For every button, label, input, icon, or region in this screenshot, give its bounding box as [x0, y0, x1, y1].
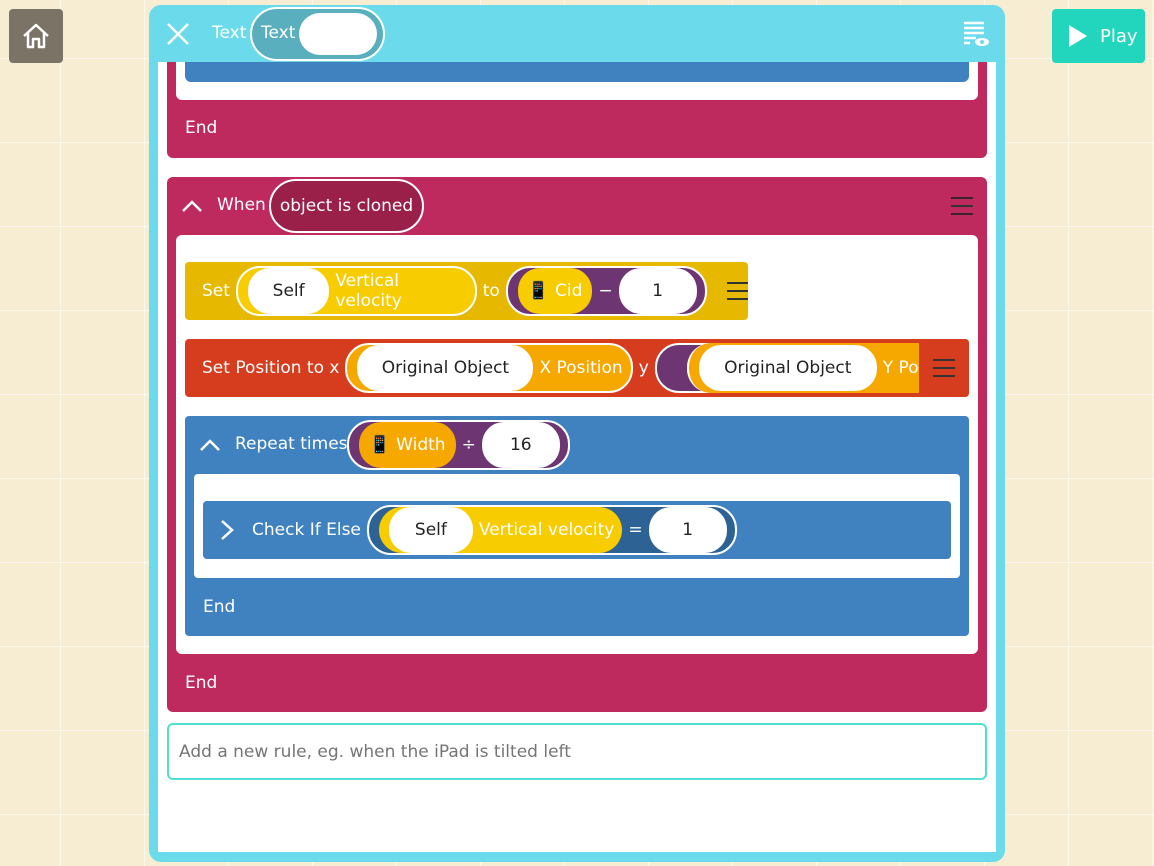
check-if-else-row[interactable]: Check If Else Self Vertical velocity = 1	[203, 501, 951, 559]
operator: =	[628, 520, 643, 540]
text-toggle[interactable]: Text	[250, 7, 385, 61]
phone-icon: 📱	[369, 435, 391, 455]
y-pill[interactable]: Original Object Y Posi	[654, 343, 955, 393]
property-label: Vertical velocity	[335, 271, 402, 311]
event-pill[interactable]: object is cloned	[269, 179, 424, 233]
property-label: X Position	[539, 358, 623, 378]
end-label: End	[185, 673, 218, 693]
set-label: Set	[202, 281, 230, 301]
set-position-row[interactable]: Set Position to x Original Object X Posit…	[185, 339, 969, 397]
play-icon	[1069, 25, 1087, 47]
menu-icon[interactable]	[951, 197, 973, 215]
play-button[interactable]: Play	[1052, 9, 1145, 63]
list-eye-icon[interactable]	[962, 20, 990, 48]
rules-list[interactable]: End When object is cloned Set Self Vertic…	[158, 62, 996, 852]
property-pill[interactable]: Self Vertical velocity	[235, 266, 477, 316]
value-input[interactable]: 1	[648, 507, 727, 553]
operator: −	[598, 281, 613, 301]
cid-pill[interactable]: 📱 Cid	[517, 268, 593, 314]
end-label: End	[185, 118, 218, 138]
object-value: Self	[388, 507, 473, 553]
phone-icon: 📱	[527, 281, 550, 301]
repeat-count-pill[interactable]: 📱 Width ÷ 16	[347, 420, 570, 470]
width-pill[interactable]: 📱 Width	[359, 422, 456, 468]
to-label: to	[482, 281, 500, 301]
set-variable-row[interactable]: Set Self Vertical velocity to 📱 Cid − 1	[185, 262, 749, 320]
menu-icon[interactable]	[726, 282, 749, 300]
toggle-label: Text	[261, 23, 296, 43]
chevron-up-icon[interactable]	[181, 199, 203, 213]
property-label: Vertical velocity	[478, 520, 615, 540]
toggle-knob	[299, 13, 377, 55]
when-label: When	[217, 195, 266, 215]
condition-pill[interactable]: Self Vertical velocity = 1	[366, 505, 737, 555]
home-button[interactable]	[9, 9, 63, 63]
x-pill[interactable]: Original Object X Position	[345, 343, 633, 393]
close-icon[interactable]	[166, 22, 190, 46]
chevron-up-icon[interactable]	[199, 438, 221, 452]
object-value: Original Object	[698, 345, 877, 391]
chevron-right-icon[interactable]	[220, 519, 234, 541]
check-label: Check If Else	[252, 520, 361, 540]
menu-icon[interactable]	[933, 359, 955, 377]
home-icon	[23, 23, 49, 49]
value-input[interactable]: 1	[618, 268, 697, 314]
object-type-label: Text	[212, 23, 247, 43]
new-rule-input[interactable]	[167, 723, 987, 780]
expression-pill[interactable]: 📱 Cid − 1	[505, 266, 707, 316]
set-position-label: Set Position to x	[202, 358, 340, 378]
value-input[interactable]: 16	[481, 422, 560, 468]
repeat-block: Repeat times 📱 Width ÷ 16 Check If Else S…	[185, 416, 969, 636]
y-label: y	[638, 358, 649, 378]
rule-block-previous: End	[167, 62, 987, 158]
rule-when-cloned: When object is cloned Set Self Vertical v…	[167, 177, 987, 712]
play-label: Play	[1100, 25, 1138, 47]
nested-block	[185, 62, 969, 82]
repeat-label: Repeat times	[235, 434, 348, 454]
operator: ÷	[461, 435, 476, 455]
var-label: Width	[396, 435, 446, 455]
object-value: Original Object	[357, 345, 534, 391]
var-label: Cid	[555, 281, 583, 301]
object-value: Self	[247, 268, 330, 314]
end-label: End	[203, 597, 236, 617]
